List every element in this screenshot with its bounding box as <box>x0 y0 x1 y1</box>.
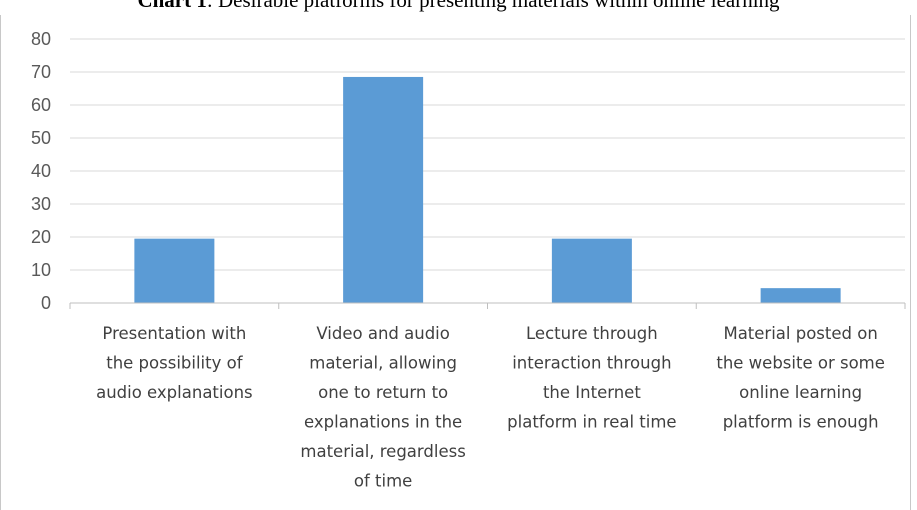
y-tick-label-80: 80 <box>31 29 51 49</box>
x-category-label-2: Video and audio material, allowing one to … <box>300 324 465 491</box>
y-tick-label-10: 10 <box>31 260 51 280</box>
bar-chart: 0 10 20 30 40 50 60 70 80 Presentation with the po… <box>31 29 906 491</box>
bar-2 <box>343 76 424 303</box>
caption-text: : Desirable platforms for presenting mat… <box>206 0 780 12</box>
x-category-label-4: Material posted on the website or some onl… <box>716 324 885 432</box>
y-tick-label-0: 0 <box>41 293 51 313</box>
caption-prefix: Chart 1 <box>137 0 207 12</box>
x-category-label-3: Lecture through interaction through the In… <box>507 324 676 432</box>
y-tick-label-50: 50 <box>31 128 51 148</box>
y-tick-label-70: 70 <box>31 62 51 82</box>
bar-1 <box>134 238 215 303</box>
y-tick-label-20: 20 <box>31 227 51 247</box>
y-tick-label-30: 30 <box>31 194 51 214</box>
chart-frame: 0 10 20 30 40 50 60 70 80 Presentation with the po… <box>0 15 911 510</box>
bar-3 <box>551 238 632 303</box>
y-tick-label-60: 60 <box>31 95 51 115</box>
x-category-label-1: Presentation with the possibility of audio… <box>96 324 253 402</box>
y-tick-label-40: 40 <box>31 161 51 181</box>
bar-4 <box>760 288 841 303</box>
chart-caption: Chart 1: Desirable platforms for present… <box>0 0 917 13</box>
